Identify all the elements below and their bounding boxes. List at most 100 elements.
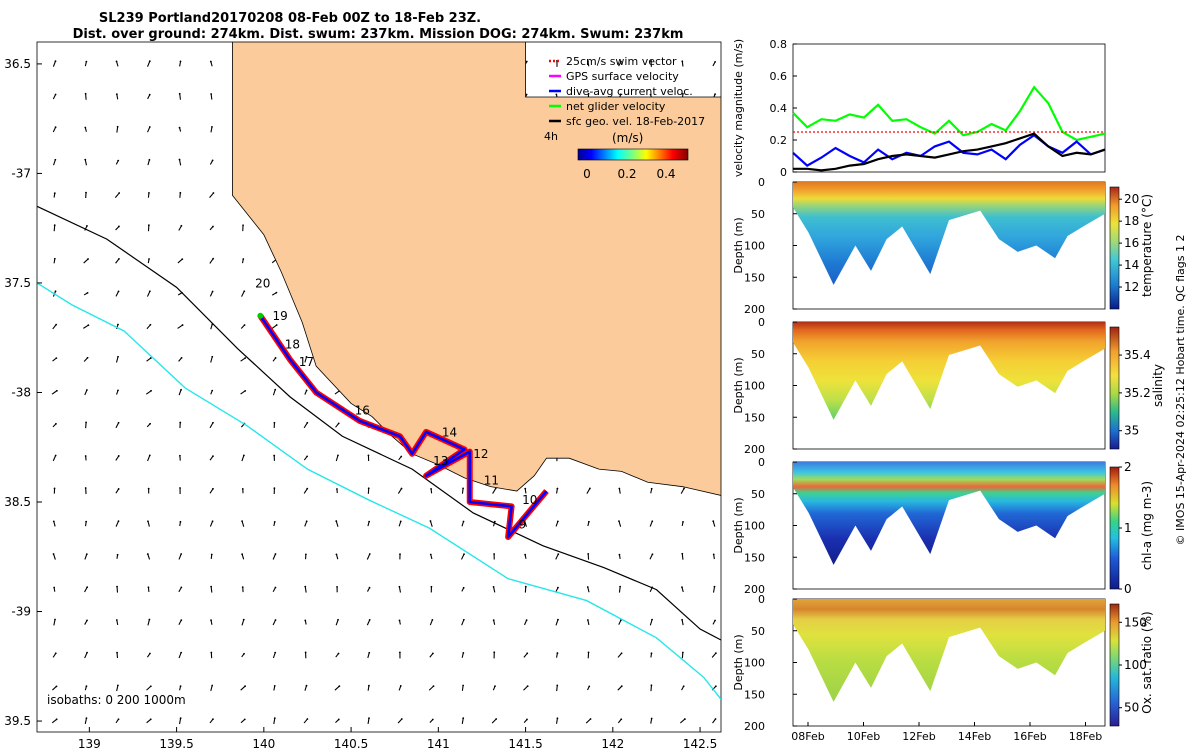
current-arrowhead [590, 718, 592, 720]
current-arrowhead [306, 520, 308, 522]
current-arrowhead [212, 291, 214, 293]
current-arrowhead [714, 586, 716, 588]
current-arrowhead [54, 159, 56, 161]
current-arrowhead [621, 685, 623, 687]
map-y-tick-label: 37.5 [4, 276, 31, 290]
current-arrowhead [368, 487, 370, 489]
current-arrowhead [243, 619, 245, 621]
current-arrowhead [715, 718, 717, 720]
current-arrowhead [336, 553, 338, 555]
depth-tick-label: 200 [744, 443, 765, 456]
depth-tick-label: 50 [751, 208, 765, 221]
current-arrowhead [210, 586, 212, 588]
current-arrowhead [55, 324, 57, 326]
current-arrowhead [401, 488, 403, 490]
current-arrowhead [117, 554, 119, 556]
current-arrowhead [211, 390, 213, 392]
colorbar-tick-label: 20 [1124, 192, 1139, 206]
current-arrowhead [275, 357, 277, 359]
current-arrowhead [588, 651, 590, 653]
current-arrowhead [243, 653, 245, 655]
depth-tick-label: 150 [744, 411, 765, 424]
colorbar-title: (m/s) [612, 131, 643, 145]
current-arrowhead [463, 553, 465, 555]
current-arrowhead [179, 127, 181, 129]
current-arrowhead [588, 685, 590, 687]
current-arrowhead [147, 520, 149, 522]
current-arrowhead [274, 389, 276, 391]
current-arrowhead [180, 586, 182, 588]
current-arrowhead [244, 685, 246, 687]
day-label: 13 [433, 454, 448, 468]
current-arrowhead [556, 684, 558, 686]
current-arrowhead [273, 487, 275, 489]
current-arrowhead [242, 258, 244, 260]
current-arrowhead [462, 685, 464, 687]
current-arrowhead [651, 652, 653, 654]
current-arrowhead [118, 192, 120, 194]
date-tick-label: 08Feb [791, 730, 824, 743]
current-arrowhead [179, 422, 181, 424]
current-arrowhead [86, 652, 88, 654]
current-arrowhead [430, 520, 432, 522]
current-arrowhead [210, 93, 212, 95]
depth-tick-label: 100 [744, 657, 765, 670]
legend-label: sfc geo. vel. 18-Feb-2017 [566, 115, 705, 128]
colorbar-tick-label: 1 [1124, 521, 1132, 535]
current-arrowhead [180, 521, 182, 523]
current-arrowhead [433, 685, 435, 687]
current-arrowhead [431, 586, 433, 588]
current-arrowhead [337, 454, 339, 456]
current-arrowhead [368, 652, 370, 654]
current-arrowhead [149, 455, 151, 457]
depth-tick-label: 200 [744, 720, 765, 733]
current-arrowhead [400, 521, 402, 523]
legend-label: GPS surface velocity [566, 70, 679, 83]
map-y-tick-label: 36.5 [4, 57, 31, 71]
chla-colorbar [1110, 467, 1119, 589]
map-x-tick-label: 141.5 [508, 737, 542, 750]
current-arrowhead [211, 356, 213, 358]
current-arrowhead [493, 651, 495, 653]
current-arrowhead [56, 685, 58, 687]
day-label: 16 [355, 403, 370, 417]
current-arrowhead [275, 619, 277, 621]
current-arrowhead [305, 652, 307, 654]
current-arrowhead [589, 488, 591, 490]
current-arrowhead [212, 258, 214, 260]
current-arrowhead [180, 685, 182, 687]
oxygen-colorbar-label: Ox. sat. ratio (%) [1140, 611, 1154, 713]
footer-credit: © IMOS 15-Apr-2024 02:25:12 Hobart time.… [1174, 235, 1187, 546]
day-label: 11 [484, 473, 499, 487]
current-arrowhead [179, 487, 181, 489]
salinity-colorbar [1110, 327, 1119, 449]
current-arrowhead [149, 94, 151, 96]
current-arrowhead [274, 652, 276, 654]
current-arrowhead [149, 159, 151, 161]
current-arrowhead [463, 587, 465, 589]
current-arrowhead [244, 390, 246, 392]
current-arrowhead [338, 719, 340, 721]
current-arrowhead [527, 685, 529, 687]
velocity-ylabel: velocity magnitude (m/s) [732, 39, 745, 177]
current-arrowhead [430, 554, 432, 556]
current-arrowhead [495, 718, 497, 720]
current-arrowhead [211, 554, 213, 556]
map-x-tick-label: 142.5 [683, 737, 717, 750]
current-arrowhead [368, 717, 370, 719]
current-arrowhead [117, 126, 119, 128]
current-arrowhead [242, 488, 244, 490]
current-arrowhead [275, 553, 277, 555]
current-arrowhead [463, 619, 465, 621]
current-arrowhead [149, 60, 151, 62]
current-arrowhead [275, 587, 277, 589]
current-arrowhead [118, 718, 120, 720]
current-arrowhead [526, 719, 528, 721]
current-arrowhead [55, 652, 57, 654]
current-arrowhead [681, 586, 683, 588]
current-arrowhead [149, 423, 151, 425]
current-arrowhead [338, 653, 340, 655]
current-arrowhead [148, 488, 150, 490]
map-y-tick-label: -37 [11, 166, 31, 180]
